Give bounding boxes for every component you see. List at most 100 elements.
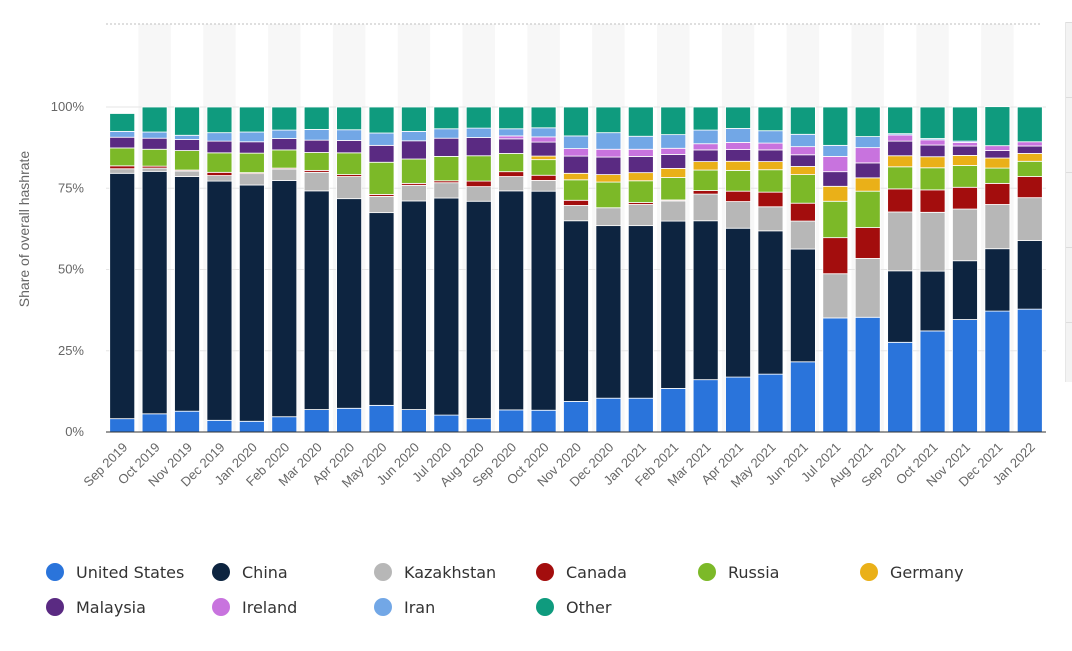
bar-stack[interactable]	[919, 106, 946, 433]
bar-segment[interactable]	[271, 416, 298, 433]
bar-segment[interactable]	[822, 200, 849, 239]
bar-segment[interactable]	[595, 181, 622, 209]
bar-stack[interactable]	[498, 106, 525, 433]
bar-segment[interactable]	[627, 172, 654, 182]
bar-segment[interactable]	[952, 145, 978, 156]
bar-segment[interactable]	[757, 373, 784, 433]
bar-segment[interactable]	[822, 273, 849, 319]
bar-segment[interactable]	[887, 140, 914, 157]
bar-segment[interactable]	[660, 220, 687, 389]
bar-segment[interactable]	[595, 207, 622, 227]
bar-segment[interactable]	[141, 413, 168, 433]
bar-segment[interactable]	[465, 127, 492, 138]
bar-segment[interactable]	[336, 198, 363, 409]
bar-segment[interactable]	[692, 193, 719, 222]
bar-segment[interactable]	[206, 132, 233, 142]
bar-segment[interactable]	[206, 419, 233, 433]
bar-segment[interactable]	[692, 169, 719, 191]
bar-segment[interactable]	[174, 106, 200, 136]
bar-segment[interactable]	[595, 148, 622, 158]
bar-stack[interactable]	[238, 106, 265, 433]
bar-segment[interactable]	[109, 113, 136, 132]
bar-segment[interactable]	[919, 211, 946, 272]
bar-segment[interactable]	[368, 161, 395, 195]
bar-segment[interactable]	[141, 137, 168, 150]
bar-segment[interactable]	[206, 106, 233, 134]
bar-stack[interactable]	[822, 106, 849, 433]
bar-segment[interactable]	[174, 170, 200, 177]
bar-segment[interactable]	[1016, 141, 1043, 147]
legend-item[interactable]: Other	[536, 595, 611, 619]
bar-segment[interactable]	[563, 401, 589, 433]
bar-segment[interactable]	[595, 156, 622, 176]
bar-segment[interactable]	[530, 180, 557, 192]
bar-segment[interactable]	[303, 152, 330, 171]
bar-segment[interactable]	[563, 135, 589, 150]
bar-segment[interactable]	[822, 155, 849, 173]
bar-segment[interactable]	[563, 179, 589, 201]
bar-segment[interactable]	[984, 106, 1011, 147]
bar-segment[interactable]	[952, 186, 978, 210]
bar-segment[interactable]	[660, 177, 687, 201]
bar-stack[interactable]	[433, 106, 460, 433]
bar-stack[interactable]	[465, 106, 492, 433]
bar-segment[interactable]	[498, 106, 525, 130]
bar-stack[interactable]	[336, 106, 363, 433]
bar-segment[interactable]	[887, 211, 914, 272]
bar-segment[interactable]	[789, 166, 816, 176]
bar-segment[interactable]	[984, 204, 1011, 250]
bar-stack[interactable]	[368, 106, 395, 433]
bar-segment[interactable]	[822, 106, 849, 146]
bar-segment[interactable]	[336, 129, 363, 141]
bar-segment[interactable]	[757, 149, 784, 162]
bar-segment[interactable]	[303, 409, 330, 433]
bar-segment[interactable]	[725, 142, 751, 150]
bar-segment[interactable]	[433, 414, 460, 433]
bar-segment[interactable]	[789, 146, 816, 156]
bar-segment[interactable]	[336, 106, 363, 131]
bar-segment[interactable]	[530, 159, 557, 176]
bar-segment[interactable]	[854, 147, 881, 164]
bar-segment[interactable]	[725, 227, 751, 378]
legend-item[interactable]: Canada	[536, 560, 627, 584]
bar-segment[interactable]	[789, 361, 816, 433]
bar-segment[interactable]	[952, 260, 978, 320]
bar-segment[interactable]	[660, 134, 687, 149]
bar-segment[interactable]	[206, 175, 233, 182]
bar-segment[interactable]	[952, 106, 978, 142]
bar-segment[interactable]	[401, 106, 427, 132]
bar-segment[interactable]	[271, 129, 298, 139]
legend-item[interactable]: United States	[46, 560, 184, 584]
bar-segment[interactable]	[433, 197, 460, 416]
bar-segment[interactable]	[757, 142, 784, 151]
bar-segment[interactable]	[789, 174, 816, 204]
bar-segment[interactable]	[433, 155, 460, 182]
bar-segment[interactable]	[725, 106, 751, 129]
bar-segment[interactable]	[725, 160, 751, 171]
bar-segment[interactable]	[530, 155, 557, 161]
bar-segment[interactable]	[789, 248, 816, 363]
bar-segment[interactable]	[595, 174, 622, 183]
bar-segment[interactable]	[498, 128, 525, 137]
bar-segment[interactable]	[725, 169, 751, 192]
bar-segment[interactable]	[1016, 308, 1043, 433]
bar-segment[interactable]	[238, 106, 265, 133]
bar-segment[interactable]	[757, 206, 784, 232]
bar-segment[interactable]	[563, 205, 589, 222]
bar-segment[interactable]	[238, 141, 265, 154]
bar-segment[interactable]	[887, 155, 914, 168]
bar-segment[interactable]	[692, 143, 719, 151]
bar-segment[interactable]	[368, 132, 395, 146]
bar-segment[interactable]	[401, 184, 427, 202]
bar-segment[interactable]	[530, 127, 557, 138]
bar-segment[interactable]	[627, 155, 654, 174]
bar-segment[interactable]	[627, 148, 654, 157]
bar-segment[interactable]	[238, 131, 265, 143]
bar-segment[interactable]	[984, 248, 1011, 312]
bar-segment[interactable]	[854, 316, 881, 433]
bar-segment[interactable]	[336, 152, 363, 175]
bar-segment[interactable]	[692, 161, 719, 171]
bar-segment[interactable]	[238, 152, 265, 174]
bar-segment[interactable]	[984, 167, 1011, 184]
bar-stack[interactable]	[109, 113, 136, 433]
